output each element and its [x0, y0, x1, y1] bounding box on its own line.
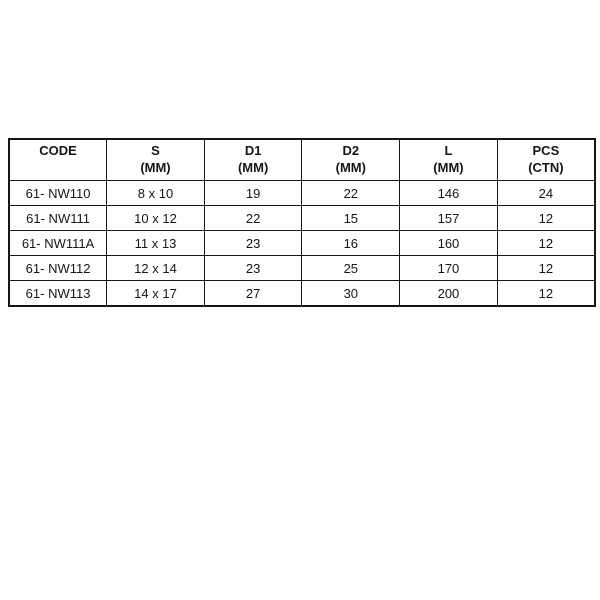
header-unit-d1: (MM) — [237, 160, 269, 175]
header-cell-pcs: PCS (CTN) — [496, 138, 596, 181]
table-row: 61- NW111A 11 x 13 23 16 160 12 — [8, 230, 596, 256]
cell-l: 200 — [399, 280, 498, 307]
cell-code: 61- NW110 — [8, 180, 108, 206]
header-unit-s: (MM) — [140, 160, 171, 175]
header-cell-code: CODE — [8, 138, 108, 181]
cell-code: 61- NW112 — [8, 255, 108, 281]
header-label-l: L — [444, 143, 453, 158]
cell-code: 61- NW113 — [8, 280, 108, 307]
cell-d2: 15 — [301, 205, 401, 231]
cell-pcs: 12 — [496, 205, 596, 231]
header-cell-d1: D1 (MM) — [203, 138, 303, 181]
header-label-code: CODE — [39, 143, 77, 158]
cell-code: 61- NW111A — [8, 230, 108, 256]
cell-d1: 19 — [203, 180, 303, 206]
cell-d2: 16 — [301, 230, 401, 256]
table-row: 61- NW113 14 x 17 27 30 200 12 — [8, 280, 596, 307]
header-cell-s: S (MM) — [106, 138, 205, 181]
cell-l: 157 — [399, 205, 498, 231]
cell-pcs: 12 — [496, 280, 596, 307]
header-unit-l: (MM) — [433, 160, 464, 175]
cell-s: 14 x 17 — [106, 280, 205, 307]
header-label-d2: D2 — [342, 143, 360, 158]
header-unit-code — [10, 159, 106, 176]
cell-s: 11 x 13 — [106, 230, 205, 256]
header-unit-d2: (MM) — [335, 160, 366, 175]
cell-d2: 30 — [301, 280, 401, 307]
cell-d2: 25 — [301, 255, 401, 281]
header-cell-d2: D2 (MM) — [301, 138, 401, 181]
header-cell-l: L (MM) — [399, 138, 498, 181]
cell-d1: 23 — [203, 230, 303, 256]
table-row: 61- NW110 8 x 10 19 22 146 24 — [8, 180, 596, 206]
header-label-pcs: PCS — [532, 143, 560, 158]
header-label-s: S — [151, 143, 160, 158]
header-label-d1: D1 — [244, 143, 262, 158]
cell-s: 12 x 14 — [106, 255, 205, 281]
cell-code: 61- NW111 — [8, 205, 108, 231]
cell-l: 170 — [399, 255, 498, 281]
cell-pcs: 12 — [496, 255, 596, 281]
cell-l: 160 — [399, 230, 498, 256]
cell-s: 8 x 10 — [106, 180, 205, 206]
cell-d2: 22 — [301, 180, 401, 206]
cell-pcs: 24 — [496, 180, 596, 206]
spec-table: CODE S (MM) D1 (MM) D2 (MM) L (MM) — [8, 138, 596, 307]
cell-l: 146 — [399, 180, 498, 206]
cell-pcs: 12 — [496, 230, 596, 256]
cell-d1: 27 — [203, 280, 303, 307]
header-row: CODE S (MM) D1 (MM) D2 (MM) L (MM) — [8, 138, 596, 181]
table-row: 61- NW111 10 x 12 22 15 157 12 — [8, 205, 596, 231]
header-unit-pcs: (CTN) — [528, 160, 564, 175]
cell-s: 10 x 12 — [106, 205, 205, 231]
cell-d1: 23 — [203, 255, 303, 281]
table-row: 61- NW112 12 x 14 23 25 170 12 — [8, 255, 596, 281]
cell-d1: 22 — [203, 205, 303, 231]
